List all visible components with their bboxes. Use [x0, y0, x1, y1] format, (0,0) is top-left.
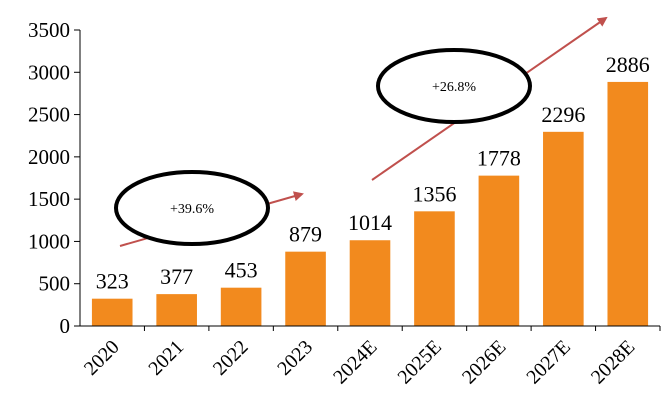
data-label: 1014 [348, 210, 392, 235]
data-label: 323 [96, 269, 129, 294]
data-label: 453 [225, 258, 258, 283]
bar-2023 [285, 251, 326, 326]
y-tick-label: 3500 [28, 18, 70, 42]
data-label: 1778 [477, 146, 521, 171]
y-tick-label: 1500 [28, 187, 70, 211]
x-axis-ticks: 2020 2021 2022 2023 2024E 2025E 2026E 2027E 2028… [80, 326, 661, 388]
growth-ellipse [114, 170, 270, 246]
data-label: 377 [160, 264, 193, 289]
y-tick-label: 0 [60, 314, 71, 338]
bar-2021 [156, 294, 197, 326]
y-tick-label: 2500 [28, 103, 70, 127]
bar-2020 [91, 298, 133, 326]
data-label: 1356 [412, 181, 456, 206]
data-label: 879 [289, 222, 322, 247]
y-tick-label: 500 [39, 272, 71, 296]
x-tick-label: 2024E [329, 336, 381, 388]
x-tick-label: 2027E [522, 336, 574, 388]
bar-2027e [543, 131, 584, 326]
bar-2026e [478, 175, 520, 326]
data-labels: 323 377 453 879 1014 1356 1778 2296 2886 [96, 52, 650, 294]
y-tick-label: 2000 [28, 145, 70, 169]
data-label: 2886 [606, 52, 650, 77]
bar-2024e [349, 240, 391, 326]
x-tick-label: 2025E [393, 336, 445, 388]
growth-ellipse [376, 48, 532, 124]
x-tick-label: 2028E [587, 336, 639, 388]
bar-2028e [607, 81, 649, 327]
growth-annotations: +39.6% +26.8% [114, 16, 608, 247]
x-tick-label: 2022 [209, 336, 253, 380]
x-tick-label: 2020 [80, 336, 124, 380]
x-tick-label: 2021 [144, 336, 188, 380]
bars [91, 81, 649, 327]
growth-rate-label: +39.6% [170, 202, 214, 217]
y-tick-label: 3000 [28, 60, 70, 84]
y-tick-label: 1000 [28, 229, 70, 253]
data-label: 2296 [541, 102, 585, 127]
x-tick-label: 2026E [458, 336, 510, 388]
bar-2022 [220, 287, 262, 326]
x-tick-label: 2023 [273, 336, 317, 380]
bar-2025e [414, 211, 455, 326]
growth-rate-label: +26.8% [432, 80, 476, 95]
y-axis-ticks: 0 500 1000 1500 2000 2500 3000 3500 [28, 18, 80, 338]
